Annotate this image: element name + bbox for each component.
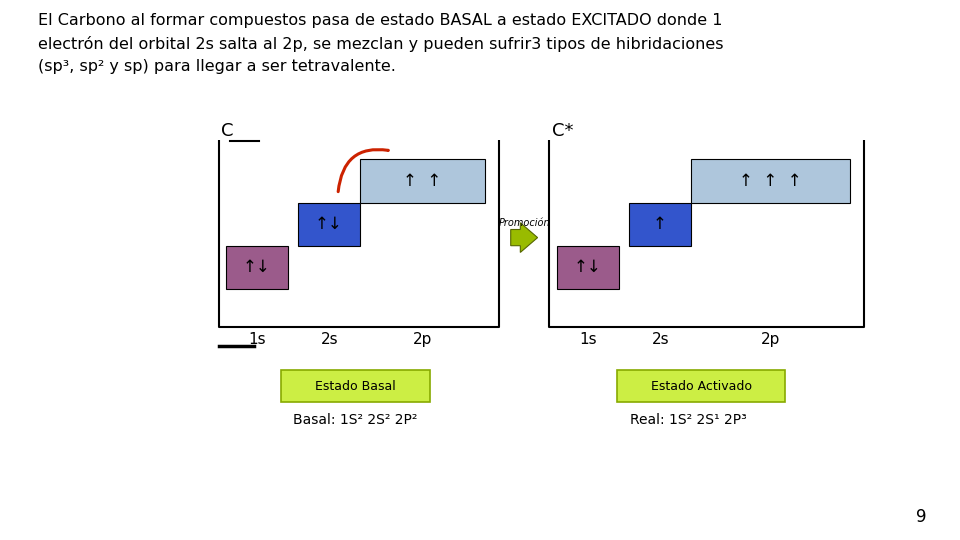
Text: ↑  ↑: ↑ ↑ bbox=[403, 172, 442, 190]
FancyBboxPatch shape bbox=[617, 370, 785, 402]
Text: 1s: 1s bbox=[249, 332, 266, 347]
Text: C*: C* bbox=[552, 123, 573, 140]
FancyBboxPatch shape bbox=[298, 202, 360, 246]
FancyBboxPatch shape bbox=[226, 246, 288, 289]
FancyBboxPatch shape bbox=[360, 159, 485, 202]
Text: ↑  ↑  ↑: ↑ ↑ ↑ bbox=[739, 172, 802, 190]
Text: El Carbono al formar compuestos pasa de estado BASAL a estado EXCITADO donde 1
e: El Carbono al formar compuestos pasa de … bbox=[38, 14, 724, 75]
Text: ↑↓: ↑↓ bbox=[574, 258, 602, 276]
FancyBboxPatch shape bbox=[629, 202, 691, 246]
Text: 9: 9 bbox=[916, 509, 926, 526]
Text: ↑↓: ↑↓ bbox=[315, 215, 343, 233]
Text: C: C bbox=[221, 123, 233, 140]
Text: Estado Basal: Estado Basal bbox=[315, 380, 396, 393]
Text: ↑: ↑ bbox=[653, 215, 667, 233]
Text: ↑↓: ↑↓ bbox=[243, 258, 271, 276]
FancyBboxPatch shape bbox=[691, 159, 850, 202]
Text: Basal: 1S² 2S² 2P²: Basal: 1S² 2S² 2P² bbox=[293, 413, 418, 427]
Text: 2s: 2s bbox=[652, 332, 669, 347]
FancyBboxPatch shape bbox=[557, 246, 619, 289]
Text: 1s: 1s bbox=[580, 332, 597, 347]
Text: Promoción: Promoción bbox=[498, 218, 550, 228]
Polygon shape bbox=[511, 222, 538, 252]
Text: 2p: 2p bbox=[761, 332, 780, 347]
Text: Real: 1S² 2S¹ 2P³: Real: 1S² 2S¹ 2P³ bbox=[630, 413, 747, 427]
FancyArrowPatch shape bbox=[338, 150, 388, 192]
Text: Estado Activado: Estado Activado bbox=[651, 380, 752, 393]
Text: 2p: 2p bbox=[413, 332, 432, 347]
Text: 2s: 2s bbox=[321, 332, 338, 347]
FancyBboxPatch shape bbox=[281, 370, 430, 402]
